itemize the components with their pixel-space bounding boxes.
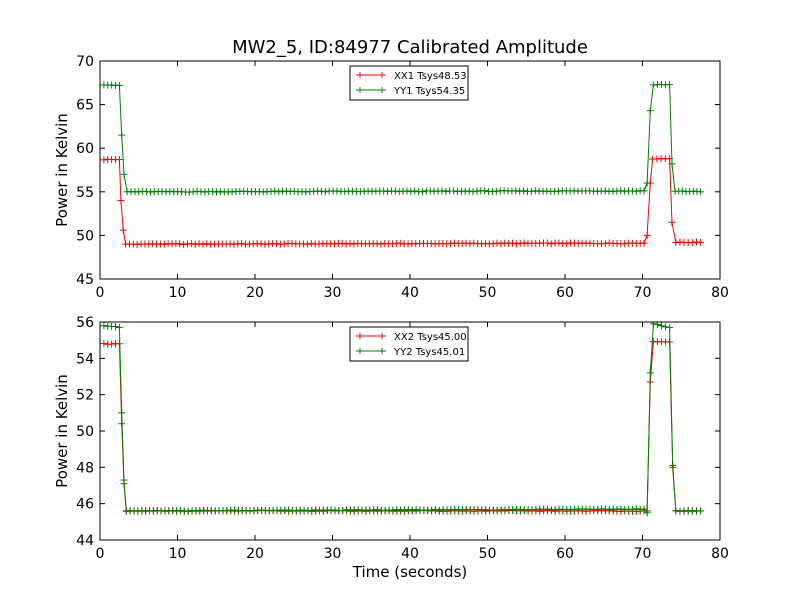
x-tick-label: 0 (96, 546, 105, 562)
x-axis-label: Time (seconds) (352, 563, 468, 581)
y-tick-label: 50 (76, 424, 94, 440)
legend-label: XX2 Tsys45.00 (394, 332, 467, 343)
y-tick-label: 60 (76, 141, 94, 157)
x-tick-label: 40 (401, 285, 419, 301)
y-tick-label: 46 (76, 497, 94, 513)
x-tick-label: 30 (324, 546, 342, 562)
legend-box (349, 326, 469, 362)
y-tick-label: 45 (76, 272, 94, 288)
plot-panel-2: 0 10 20 30 40 50 60 70 80 44 46 48 50 52 54 56 Power in … (53, 315, 729, 581)
plot-panels: 0 10 20 30 40 50 60 70 80 45 50 55 60 65 70 Power in Ke… (53, 54, 729, 581)
x-tick-label: 50 (479, 285, 497, 301)
legend-box (349, 65, 469, 101)
series-markers (100, 80, 705, 196)
y-tick-label: 54 (76, 351, 94, 367)
x-tick-label: 80 (711, 285, 729, 301)
plot-data (100, 322, 705, 517)
x-tick-label: 80 (711, 546, 729, 562)
x-tick-label: 20 (246, 285, 264, 301)
y-tick-label: 52 (76, 388, 94, 404)
legend: XX1 Tsys48.53 YY1 Tsys54.35 (349, 65, 469, 101)
x-tick-label: 10 (169, 285, 187, 301)
legend: XX2 Tsys45.00 YY2 Tsys45.01 (349, 326, 469, 362)
x-tick-label: 0 (96, 285, 105, 301)
legend-label: XX1 Tsys48.53 (394, 71, 467, 82)
x-tick-label: 50 (479, 546, 497, 562)
y-tick-label: 55 (76, 185, 94, 201)
chart-title: MW2_5, ID:84977 Calibrated Amplitude (232, 37, 588, 58)
y-tick-label: 70 (76, 54, 94, 70)
y-axis-label: Power in Kelvin (53, 113, 71, 227)
x-tick-label: 10 (169, 546, 187, 562)
x-tick-label: 60 (556, 546, 574, 562)
y-tick-label: 56 (76, 315, 94, 331)
y-tick-label: 65 (76, 98, 94, 114)
y-tick-label: 50 (76, 228, 94, 244)
plot-data (100, 80, 705, 249)
x-tick-label: 70 (634, 285, 652, 301)
y-tick-label: 48 (76, 460, 94, 476)
x-tick-label: 40 (401, 546, 419, 562)
plot-panel-1: 0 10 20 30 40 50 60 70 80 45 50 55 60 65 70 Power in Ke… (53, 54, 729, 301)
x-tick-label: 30 (324, 285, 342, 301)
series-markers (100, 322, 705, 517)
legend-label: YY2 Tsys45.01 (393, 347, 465, 358)
x-tick-label: 70 (634, 546, 652, 562)
legend-label: YY1 Tsys54.35 (393, 86, 465, 97)
x-tick-label: 20 (246, 546, 264, 562)
x-tick-label: 60 (556, 285, 574, 301)
y-tick-label: 44 (76, 533, 94, 549)
y-axis-label: Power in Kelvin (53, 374, 71, 488)
series-markers (100, 155, 705, 249)
